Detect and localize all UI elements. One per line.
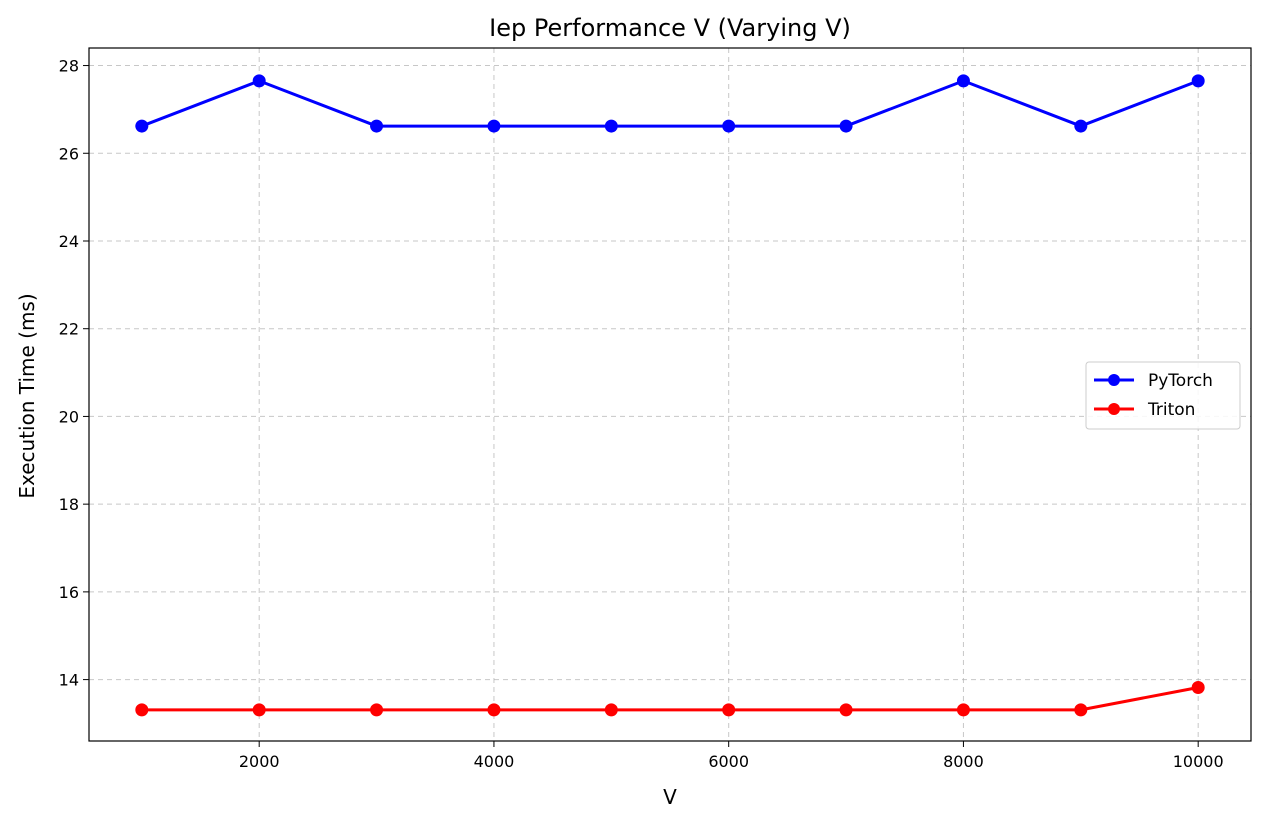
data-point-triton: [839, 703, 853, 717]
x-tick-label: 6000: [708, 752, 749, 771]
x-tick-label: 10000: [1173, 752, 1224, 771]
y-tick-label: 20: [59, 407, 79, 426]
data-point-pytorch: [1191, 74, 1205, 88]
data-point-triton: [135, 703, 149, 717]
data-point-pytorch: [604, 119, 618, 133]
y-tick-label: 26: [59, 144, 79, 163]
data-point-triton: [487, 703, 501, 717]
x-tick-label: 2000: [239, 752, 280, 771]
y-axis-title: Execution Time (ms): [15, 293, 39, 498]
x-tick-label: 4000: [474, 752, 515, 771]
y-tick-label: 22: [59, 320, 79, 339]
data-point-pytorch: [722, 119, 736, 133]
data-point-pytorch: [1074, 119, 1088, 133]
data-point-triton: [604, 703, 618, 717]
data-point-pytorch: [956, 74, 970, 88]
series-layer: [135, 74, 1205, 717]
series-line-pytorch: [141, 79, 1199, 128]
plot-frame: [88, 47, 1252, 742]
legend-marker-pytorch: [1108, 374, 1120, 386]
data-point-pytorch: [839, 119, 853, 133]
chart-title: Iep Performance V (Varying V): [489, 14, 851, 42]
data-point-triton: [1074, 703, 1088, 717]
legend: PyTorch Triton: [1085, 361, 1241, 430]
y-tick-label: 16: [59, 583, 79, 602]
data-point-triton: [252, 703, 266, 717]
y-tick-label: 28: [59, 57, 79, 76]
data-point-triton: [370, 703, 384, 717]
series-line-triton: [141, 686, 1199, 712]
y-tick-label: 14: [59, 671, 79, 690]
y-tick-label: 24: [59, 232, 79, 251]
x-axis-ticks: 2000 4000 6000 8000 10000: [239, 741, 1224, 771]
data-point-triton: [722, 703, 736, 717]
legend-label-pytorch: PyTorch: [1148, 371, 1213, 391]
x-axis-title: V: [663, 785, 677, 809]
legend-marker-triton: [1108, 403, 1120, 415]
data-point-pytorch: [135, 119, 149, 133]
y-tick-label: 18: [59, 495, 79, 514]
data-point-pytorch: [370, 119, 384, 133]
data-point-pytorch: [487, 119, 501, 133]
data-point-triton: [956, 703, 970, 717]
data-point-triton: [1191, 680, 1205, 694]
x-tick-label: 8000: [943, 752, 984, 771]
legend-label-triton: Triton: [1147, 400, 1195, 420]
y-axis-ticks: 14 16 18 20 22 24 26 28: [59, 57, 89, 690]
data-point-pytorch: [252, 74, 266, 88]
grid: [89, 48, 1251, 741]
